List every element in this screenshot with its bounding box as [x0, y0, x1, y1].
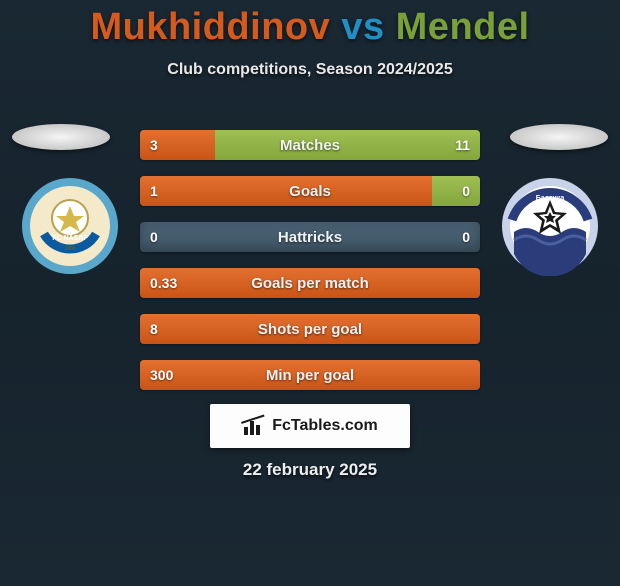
stat-row: 0.33Goals per match	[140, 268, 480, 298]
player1-name: Mukhiddinov	[90, 6, 330, 48]
stat-fill-left	[140, 360, 480, 390]
vs-text: vs	[341, 6, 384, 48]
avatar-placeholder-right	[510, 124, 608, 150]
stat-row: 8Shots per goal	[140, 314, 480, 344]
stats-container: 311Matches 10Goals 0 0Hattricks 0.33Goals pe…	[140, 130, 480, 406]
stat-label: Hattricks	[140, 222, 480, 252]
stat-fill-left	[140, 268, 480, 298]
stat-row: 300Min per goal	[140, 360, 480, 390]
stat-fill-right	[215, 130, 480, 160]
subtitle: Club competitions, Season 2024/2025	[0, 61, 620, 79]
page-title: Mukhiddinov vs Mendel	[0, 6, 620, 49]
stat-value-right: 0	[452, 222, 480, 252]
branding-text: FcTables.com	[272, 417, 378, 435]
avatar-placeholder-left	[12, 124, 110, 150]
stat-fill-right	[432, 176, 480, 206]
club-badge-right: Балтика	[500, 176, 600, 276]
baltika-logo-icon: Балтика	[500, 176, 600, 276]
stat-row: 311Matches	[140, 130, 480, 160]
nasaf-logo-icon: FC NASAF 1986	[20, 176, 120, 276]
svg-text:1986: 1986	[64, 246, 75, 252]
chart-icon	[242, 417, 266, 435]
stat-value-left: 0	[140, 222, 168, 252]
svg-text:FC NASAF: FC NASAF	[52, 235, 88, 242]
date-text: 22 february 2025	[0, 460, 620, 480]
club-badge-left: FC NASAF 1986	[20, 176, 120, 276]
stat-fill-left	[140, 130, 215, 160]
stat-fill-left	[140, 176, 480, 206]
stat-row: 0 0Hattricks	[140, 222, 480, 252]
player2-name: Mendel	[396, 6, 530, 48]
stat-row: 10Goals	[140, 176, 480, 206]
stat-fill-left	[140, 314, 480, 344]
branding-badge: FcTables.com	[210, 404, 410, 448]
